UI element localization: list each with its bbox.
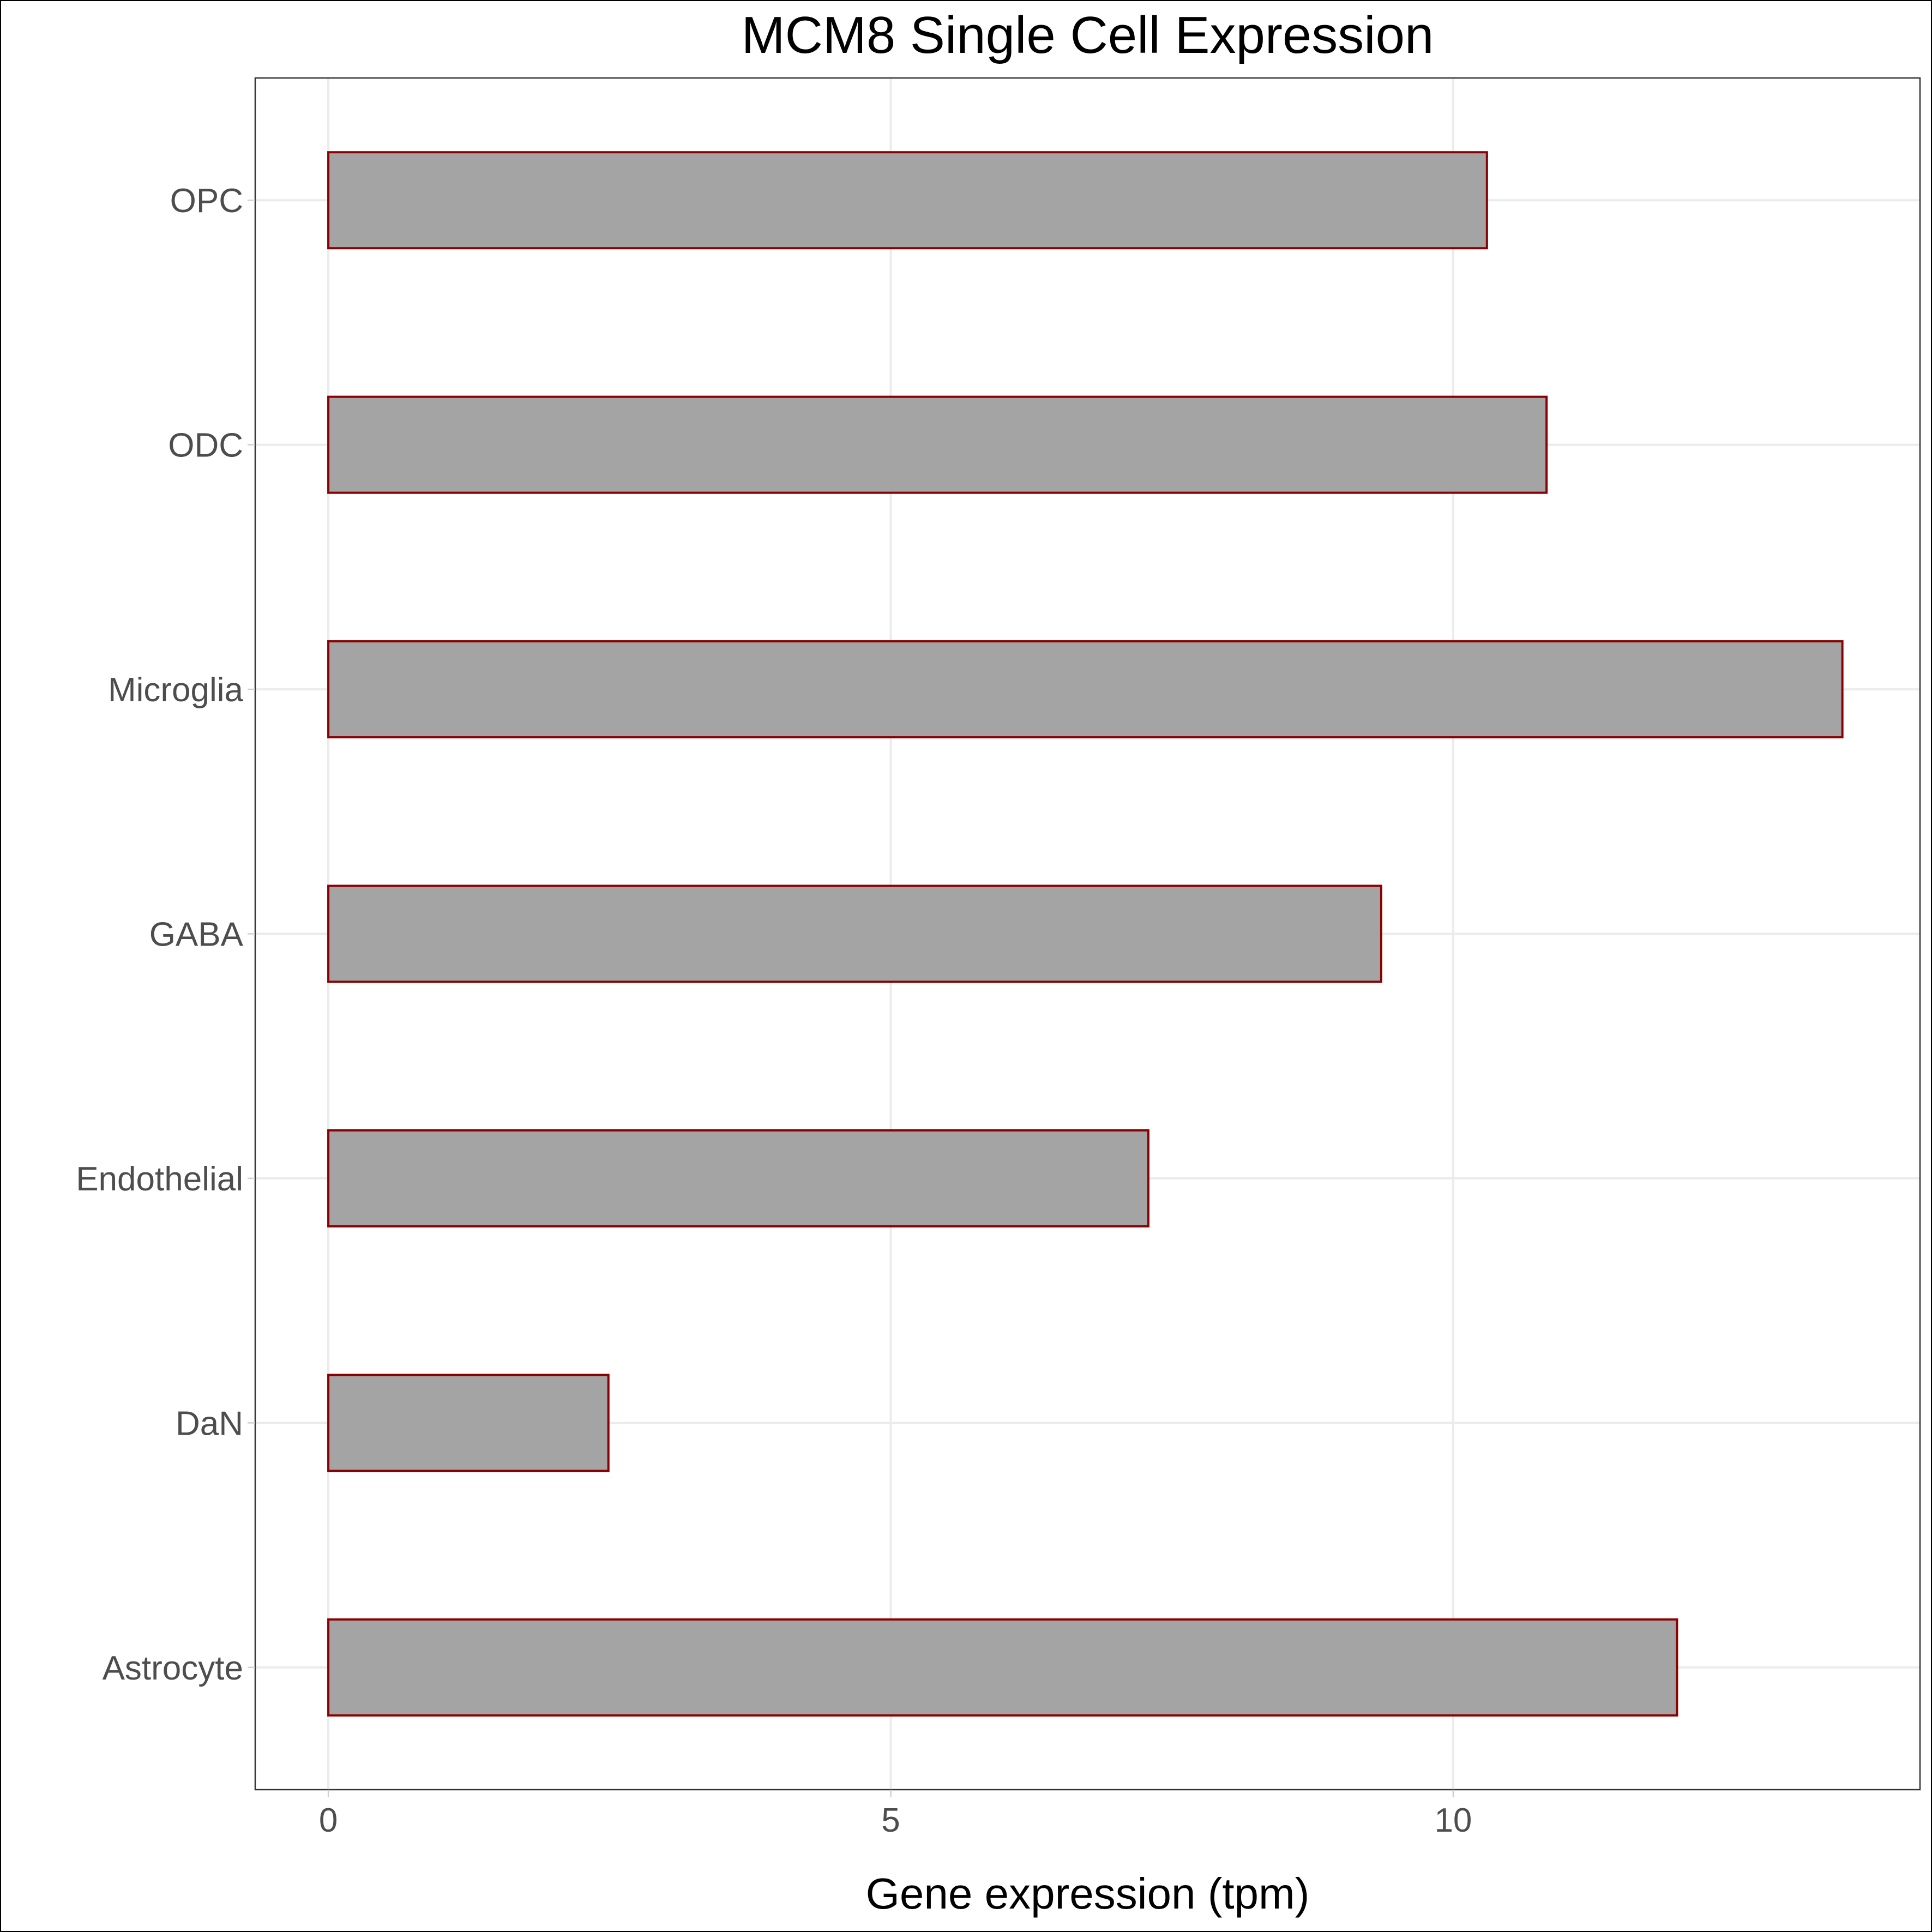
- y-tick-label-opc: OPC: [170, 182, 243, 220]
- chart-title: MCM8 Single Cell Expression: [742, 6, 1434, 64]
- x-axis-title: Gene expression (tpm): [866, 1869, 1310, 1918]
- bar-microglia: [327, 640, 1844, 739]
- bar-dan: [327, 1374, 610, 1472]
- bar-gaba: [327, 884, 1382, 983]
- bar-layer: [327, 151, 1844, 1717]
- x-tick-label-10: 10: [1434, 1802, 1472, 1839]
- y-tick-label-gaba: GABA: [149, 916, 244, 954]
- y-tick-label-microglia: Microglia: [108, 671, 244, 709]
- y-tick-label-endothelial: Endothelial: [76, 1160, 243, 1198]
- x-tick-label-0: 0: [319, 1802, 338, 1839]
- bar-endothelial: [327, 1129, 1149, 1227]
- y-tick-label-astrocyte: Astrocyte: [103, 1650, 243, 1687]
- axis-layer: OPC ODC Microglia GABA Endothelial DaN Astrocy…: [76, 182, 1472, 1839]
- bar-odc: [327, 395, 1548, 494]
- x-tick-label-5: 5: [881, 1802, 900, 1839]
- y-tick-label-odc: ODC: [168, 427, 243, 465]
- y-tick-label-dan: DaN: [176, 1405, 243, 1442]
- bar-opc: [327, 151, 1488, 250]
- bar-astrocyte: [327, 1618, 1678, 1717]
